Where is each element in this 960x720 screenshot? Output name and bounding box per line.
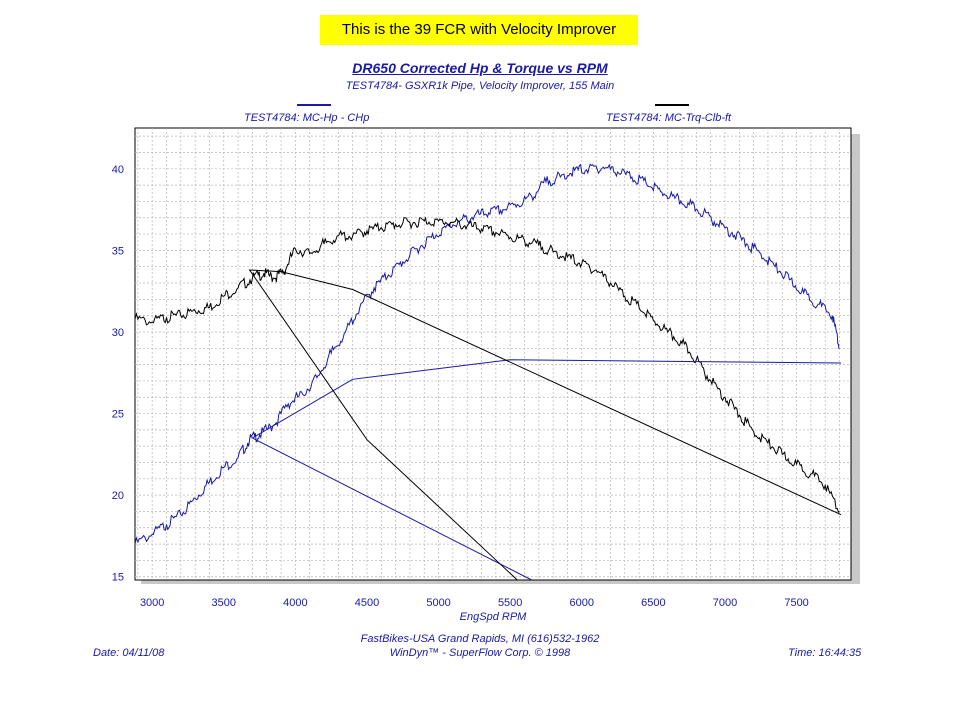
banner-note: This is the 39 FCR with Velocity Improve… [320, 15, 638, 45]
x-tick-label: 5500 [498, 597, 522, 609]
hp-return-line [251, 359, 842, 581]
series-group [134, 163, 842, 581]
x-tick-label: 5000 [426, 597, 450, 609]
x-tick-label: 6500 [641, 597, 665, 609]
grid-lines [135, 128, 851, 580]
x-tick-label: 6000 [570, 597, 594, 609]
x-tick-label: 4000 [283, 597, 307, 609]
legend-swatch-hp [297, 104, 331, 106]
legend-swatch-torque [655, 104, 689, 106]
x-tick-label: 4500 [355, 597, 379, 609]
y-tick-label: 15 [112, 572, 124, 584]
x-axis: 3000 3500 4000 4500 5000 5500 6000 6500 7000 7500 [140, 597, 809, 609]
y-tick-label: 40 [112, 164, 124, 176]
x-tick-label: 3500 [212, 597, 236, 609]
torque-return-line [248, 269, 842, 581]
footer-date: Date: 04/11/08 [93, 647, 165, 659]
footer-shop: FastBikes-USA Grand Rapids, MI (616)532-… [360, 633, 600, 645]
legend-label-torque: TEST4784: MC-Trq-Clb-ft [606, 112, 732, 124]
y-tick-label: 35 [112, 245, 124, 257]
chart-title: DR650 Corrected Hp & Torque vs RPM [352, 60, 608, 76]
footer-time: Time: 16:44:35 [788, 647, 862, 659]
x-tick-label: 7500 [784, 597, 808, 609]
series-hp-line [134, 163, 840, 545]
footer-software: WinDyn™ - SuperFlow Corp. © 1998 [389, 647, 571, 659]
series-torque-line [134, 216, 840, 513]
x-axis-label: EngSpd RPM [460, 611, 527, 623]
y-tick-label: 20 [112, 490, 124, 502]
x-tick-label: 7000 [713, 597, 737, 609]
legend-label-hp: TEST4784: MC-Hp - CHp [244, 112, 370, 124]
x-tick-label: 3000 [140, 597, 164, 609]
y-tick-label: 30 [112, 327, 124, 339]
y-tick-label: 25 [112, 409, 124, 421]
chart-subtitle: TEST4784- GSXR1k Pipe, Velocity Improver… [345, 80, 615, 92]
y-axis: 15 20 25 30 35 40 [112, 164, 124, 584]
